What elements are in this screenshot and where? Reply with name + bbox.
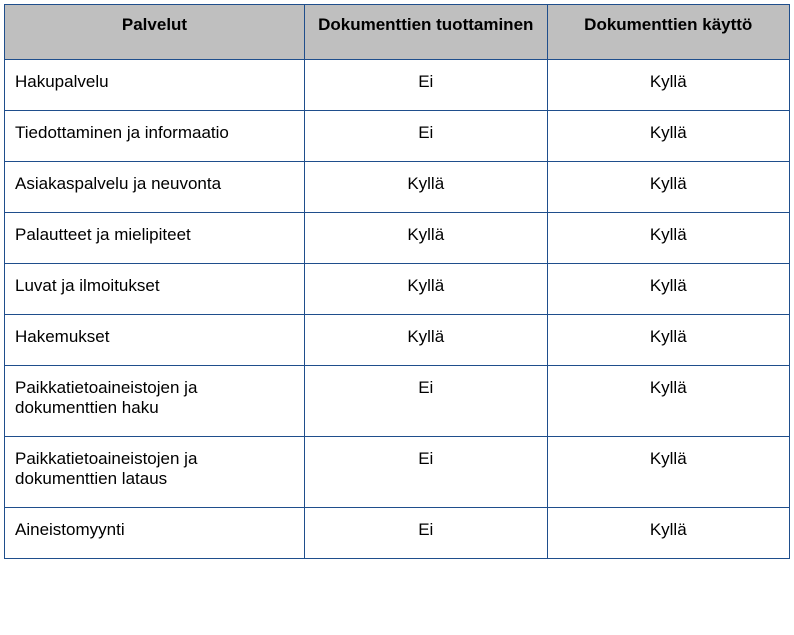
table-row: Luvat ja ilmoitukset Kyllä Kyllä — [5, 264, 790, 315]
table-row: Hakupalvelu Ei Kyllä — [5, 60, 790, 111]
cell-usage: Kyllä — [547, 508, 790, 559]
cell-production: Kyllä — [305, 315, 548, 366]
cell-usage: Kyllä — [547, 60, 790, 111]
table-row: Aineistomyynti Ei Kyllä — [5, 508, 790, 559]
cell-production: Kyllä — [305, 264, 548, 315]
header-production: Dokumenttien tuottaminen — [305, 5, 548, 60]
cell-production: Ei — [305, 508, 548, 559]
cell-usage: Kyllä — [547, 366, 790, 437]
cell-service: Palautteet ja mielipiteet — [5, 213, 305, 264]
cell-usage: Kyllä — [547, 264, 790, 315]
table-row: Tiedottaminen ja informaatio Ei Kyllä — [5, 111, 790, 162]
header-services: Palvelut — [5, 5, 305, 60]
table-header-row: Palvelut Dokumenttien tuottaminen Dokume… — [5, 5, 790, 60]
cell-service: Luvat ja ilmoitukset — [5, 264, 305, 315]
cell-service: Aineistomyynti — [5, 508, 305, 559]
cell-service: Paikkatietoaineistojen ja dokumenttien l… — [5, 437, 305, 508]
cell-usage: Kyllä — [547, 213, 790, 264]
cell-service: Asiakaspalvelu ja neuvonta — [5, 162, 305, 213]
cell-usage: Kyllä — [547, 162, 790, 213]
cell-usage: Kyllä — [547, 315, 790, 366]
services-table: Palvelut Dokumenttien tuottaminen Dokume… — [4, 4, 790, 559]
cell-usage: Kyllä — [547, 437, 790, 508]
table-row: Paikkatietoaineistojen ja dokumenttien h… — [5, 366, 790, 437]
cell-service: Hakupalvelu — [5, 60, 305, 111]
cell-service: Hakemukset — [5, 315, 305, 366]
cell-service: Tiedottaminen ja informaatio — [5, 111, 305, 162]
table-row: Hakemukset Kyllä Kyllä — [5, 315, 790, 366]
table-row: Palautteet ja mielipiteet Kyllä Kyllä — [5, 213, 790, 264]
table-row: Asiakaspalvelu ja neuvonta Kyllä Kyllä — [5, 162, 790, 213]
cell-production: Ei — [305, 111, 548, 162]
header-usage: Dokumenttien käyttö — [547, 5, 790, 60]
cell-production: Kyllä — [305, 162, 548, 213]
cell-service: Paikkatietoaineistojen ja dokumenttien h… — [5, 366, 305, 437]
table-row: Paikkatietoaineistojen ja dokumenttien l… — [5, 437, 790, 508]
cell-production: Kyllä — [305, 213, 548, 264]
cell-production: Ei — [305, 366, 548, 437]
cell-production: Ei — [305, 60, 548, 111]
cell-production: Ei — [305, 437, 548, 508]
cell-usage: Kyllä — [547, 111, 790, 162]
